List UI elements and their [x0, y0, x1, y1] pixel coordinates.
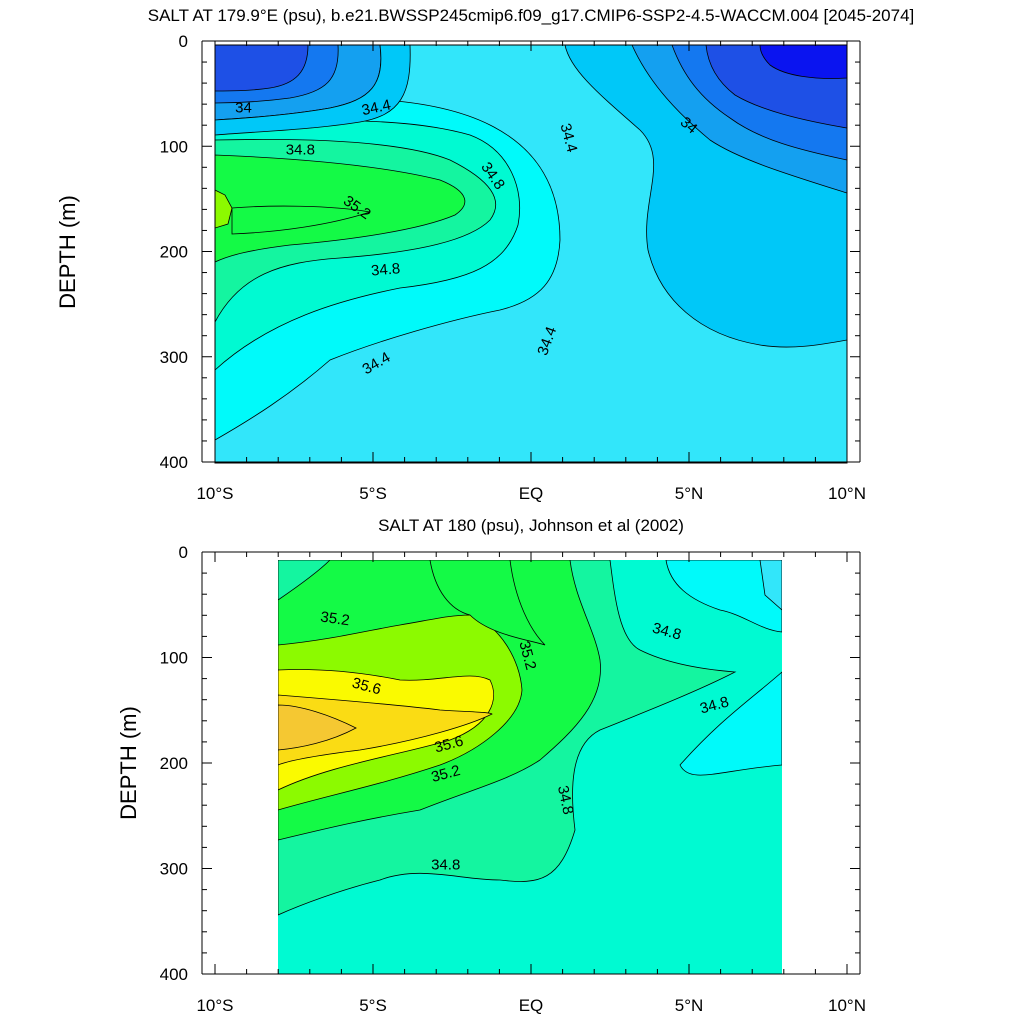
contour-label: 34.4 — [556, 122, 580, 155]
xtick-label: 10°S — [196, 484, 233, 503]
xtick-label: 10°N — [828, 996, 866, 1015]
panel-1-contour-fills — [215, 45, 847, 463]
xtick-label: 5°S — [359, 484, 387, 503]
ytick-label: 300 — [160, 860, 188, 879]
fill-green-top — [429, 560, 546, 646]
xtick-label: 5°S — [359, 996, 387, 1015]
fill-green-core — [231, 205, 371, 235]
fill-gold — [278, 694, 493, 766]
contour-label-text: 34.4 — [360, 96, 392, 119]
panel-1: SALT AT 179.9°E (psu), b.e21.BWSSP245cmi… — [55, 6, 914, 503]
ytick-label: 200 — [160, 243, 188, 262]
contour-label: 35.6 — [350, 674, 383, 698]
ytick-label: 100 — [160, 649, 188, 668]
fill-blue-left — [215, 45, 309, 92]
contour-label-text: 34.8 — [554, 784, 577, 816]
contour-label-text: 34 — [235, 99, 252, 116]
contour-label: 34.8 — [431, 856, 460, 873]
ytick-label: 300 — [160, 348, 188, 367]
xtick-label: EQ — [519, 996, 544, 1015]
panel-1-xtick-labels: 10°S 5°S EQ 5°N 10°N — [196, 484, 866, 503]
xtick-label: 5°N — [675, 996, 704, 1015]
panel-2-contour-labels: 35.2 35.2 34.8 35.6 34.8 35.6 35.2 34.8 34.8 — [319, 609, 730, 874]
contour-label: 34.8 — [650, 620, 683, 644]
panel-1-ticks — [202, 40, 860, 463]
contour-label-text: 34.8 — [370, 260, 401, 279]
ytick-label: 100 — [160, 137, 188, 156]
contour-label-text: 35.6 — [433, 733, 466, 757]
contour-label-text: 35.2 — [515, 639, 539, 672]
contour-label-text: 35.2 — [319, 609, 350, 630]
contour-label: 34.8 — [698, 693, 731, 717]
contour-label: 35.6 — [433, 733, 466, 757]
ytick-label: 200 — [160, 754, 188, 773]
contour-label-text: 34.4 — [556, 122, 580, 155]
panel-2-title: SALT AT 180 (psu), Johnson et al (2002) — [378, 516, 684, 535]
ytick-label: 0 — [179, 32, 188, 51]
contour-label-text: 34.8 — [431, 856, 460, 873]
contour-label: 34.8 — [286, 141, 315, 158]
xtick-label: EQ — [519, 484, 544, 503]
ytick-label: 0 — [179, 543, 188, 562]
fill-cyan-corner — [759, 560, 782, 611]
fill-orange — [278, 704, 357, 751]
xtick-label: 10°N — [828, 484, 866, 503]
contour-label-text: 34.8 — [286, 141, 315, 158]
contour-label-text: 34.8 — [650, 620, 683, 644]
panel-2-xtick-labels: 10°S 5°S EQ 5°N 10°N — [196, 996, 866, 1015]
xtick-label: 10°S — [196, 996, 233, 1015]
panel-2-ytick-labels: 0 100 200 300 400 — [160, 543, 188, 984]
ytick-label: 400 — [160, 453, 188, 472]
contour-label: 35.2 — [430, 762, 463, 786]
fill-aqua-right-mid — [679, 671, 782, 776]
contour-label: 34.4 — [360, 96, 392, 119]
panel-2-ticks — [202, 551, 860, 975]
xtick-label: 5°N — [675, 484, 704, 503]
contour-label: 34.8 — [370, 260, 401, 279]
panel-1-ylabel: DEPTH (m) — [55, 195, 80, 309]
panel-1-title: SALT AT 179.9°E (psu), b.e21.BWSSP245cmi… — [148, 6, 915, 25]
contour-label-text: 35.2 — [430, 762, 463, 786]
contour-label: 34 — [235, 99, 252, 116]
contour-label-text: 35.6 — [350, 674, 383, 698]
fill-deepblue-right — [759, 45, 847, 79]
contour-label: 35.2 — [515, 639, 539, 672]
panel-2-contour-fills — [278, 560, 782, 974]
fill-aqua-right — [665, 560, 782, 633]
fill-lime — [215, 189, 233, 229]
contour-label: 34.8 — [554, 784, 577, 816]
panel-2-ylabel: DEPTH (m) — [116, 706, 141, 820]
contour-label-text: 34.8 — [698, 693, 731, 717]
ytick-label: 400 — [160, 965, 188, 984]
panel-2: SALT AT 180 (psu), Johnson et al (2002) — [116, 516, 866, 1015]
contour-label: 35.2 — [319, 609, 350, 630]
panel-1-ytick-labels: 0 100 200 300 400 — [160, 32, 188, 472]
